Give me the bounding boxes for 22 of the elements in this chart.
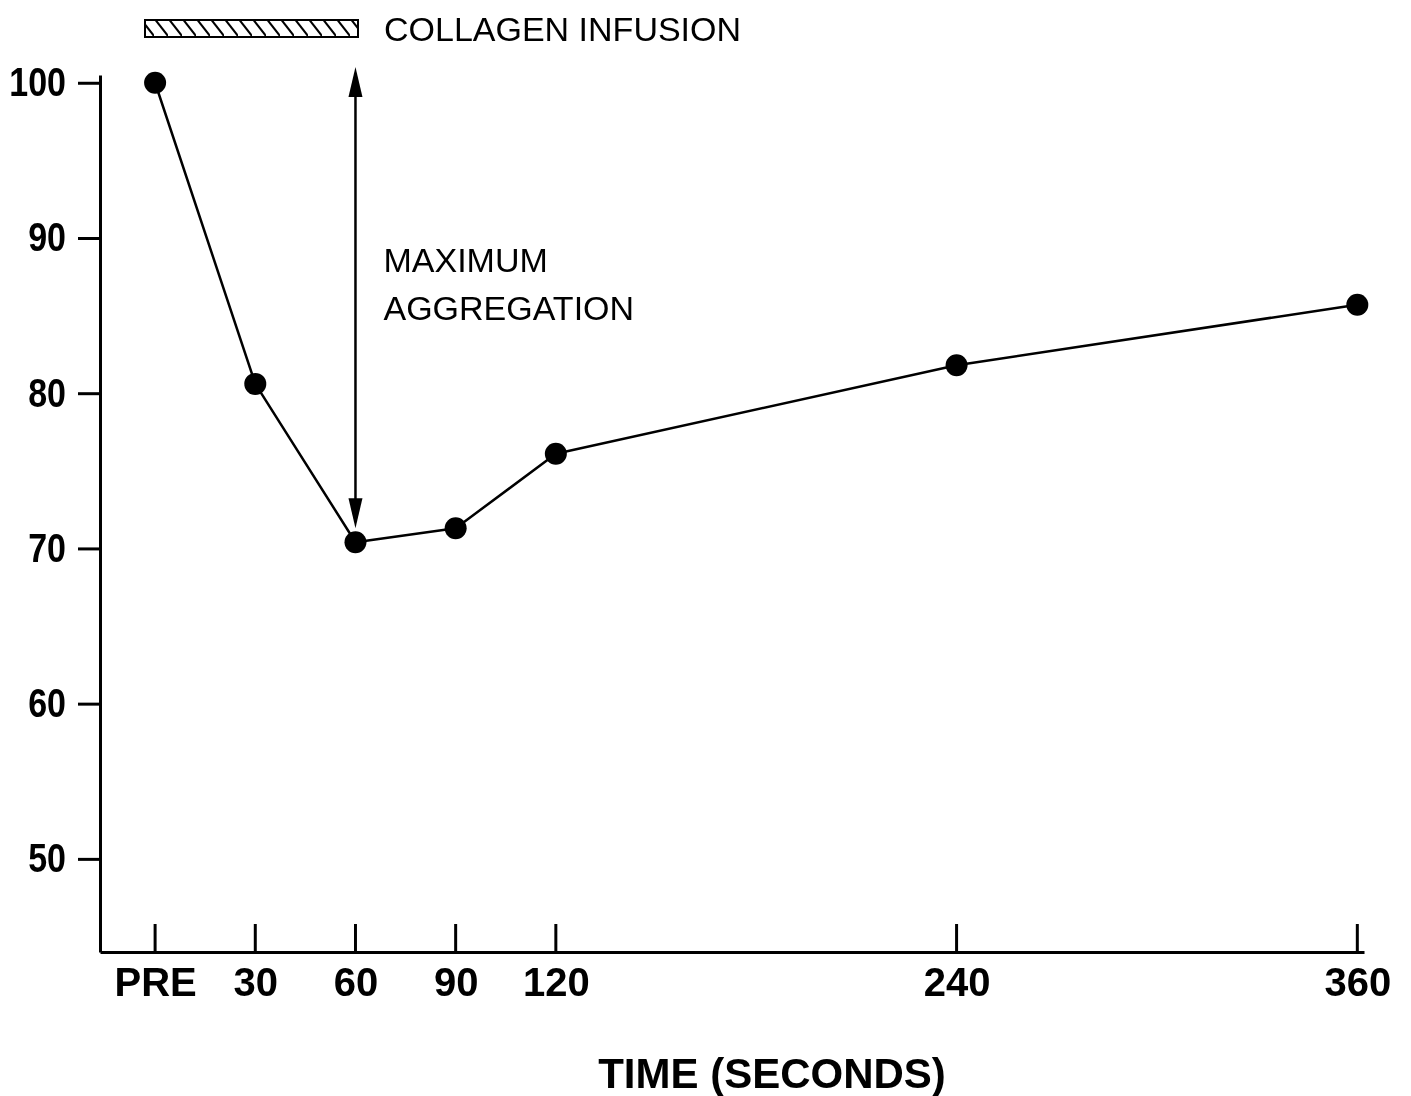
text: COLLAGEN INFUSION [384,10,742,48]
y-tick-label: 60 [28,680,66,726]
point [544,442,567,465]
x-tick-label: PRE [114,960,197,1005]
x-tick-label: 30 [233,960,279,1005]
y-tick-label: 80 [28,369,66,416]
x-tick-label: 120 [522,960,590,1005]
y-tick-label: 100 [9,59,66,105]
x-tick-label: 60 [333,960,379,1005]
point [444,517,467,540]
point [244,372,267,395]
point [945,354,968,377]
x-tick-label: 240 [923,960,991,1005]
point [344,531,367,554]
x-tick-label: 360 [1324,960,1392,1005]
point [144,71,167,94]
y-tick-label: 90 [28,214,66,260]
y-tick-label: 70 [28,525,66,571]
point [1346,293,1369,316]
x-tick-label: 90 [433,960,479,1005]
y-tick-label: 50 [28,835,66,881]
annotation: MAXIMUM AGGREGATION [383,241,635,327]
